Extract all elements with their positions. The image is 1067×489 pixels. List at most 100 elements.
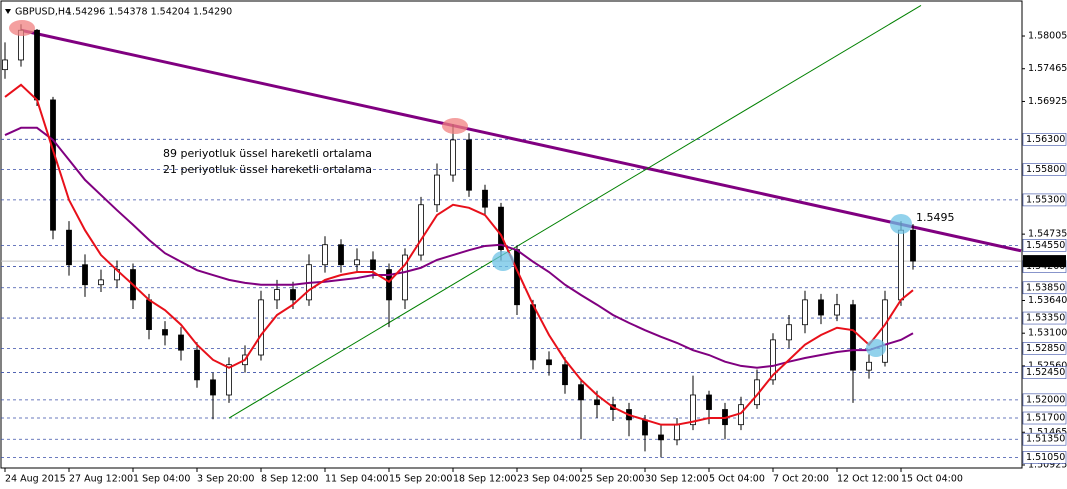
x-tick-label: 15 Oct 04:00 <box>901 474 963 485</box>
x-tick-label: 25 Sep 20:00 <box>581 474 644 485</box>
candle-body <box>418 204 424 256</box>
last-price-label: 1.54290 <box>1026 256 1065 267</box>
candle-body <box>258 299 264 356</box>
candle-body <box>674 424 680 441</box>
candle-body <box>210 379 216 396</box>
y-tick-label: 1.50925 <box>1028 459 1067 470</box>
y-tick-label: 1.56925 <box>1028 96 1067 107</box>
x-tick-label: 12 Oct 12:00 <box>837 474 899 485</box>
candle-body <box>818 299 824 316</box>
highlights <box>9 20 912 357</box>
candle-body <box>466 139 472 191</box>
y-tick-label: 1.53640 <box>1028 295 1067 306</box>
candle-body <box>34 29 40 101</box>
candle-body <box>98 279 104 286</box>
y-tick-label: 1.58005 <box>1028 31 1067 42</box>
x-tick-label: 15 Sep 20:00 <box>389 474 452 485</box>
level-label-box <box>1022 133 1067 146</box>
candle-body <box>370 259 376 270</box>
candle-body <box>882 299 888 363</box>
candle-body <box>354 259 360 266</box>
candle-body <box>910 229 916 262</box>
series-label: 21 periyotluk üssel hareketli ortalama <box>163 163 372 176</box>
x-tick-label: 3 Sep 20:00 <box>197 474 254 485</box>
x-tick-label: 30 Sep 12:00 <box>645 474 708 485</box>
x-tick-label: 5 Oct 04:00 <box>709 474 765 485</box>
level-label: 1.51050 <box>1026 452 1065 463</box>
trendline <box>228 4 922 419</box>
candle-body <box>338 244 344 266</box>
candle-body <box>450 139 456 176</box>
candle-body <box>690 394 696 426</box>
series-label: 89 periyotluk üssel hareketli ortalama <box>163 147 372 160</box>
trendline <box>20 28 1022 253</box>
candle-body <box>82 264 88 286</box>
ema-line <box>4 126 914 369</box>
level-label: 1.52450 <box>1026 367 1065 378</box>
candle-body <box>434 174 440 206</box>
candle-body <box>322 244 328 266</box>
level-label: 1.51350 <box>1026 434 1065 445</box>
level-label-box <box>1022 239 1067 252</box>
x-tick-label: 23 Sep 04:00 <box>517 474 580 485</box>
y-tick-label: 1.54735 <box>1028 229 1067 240</box>
y-tick-label: 1.57465 <box>1028 63 1067 74</box>
level-label-box <box>1022 342 1067 355</box>
level-label-box <box>1022 393 1067 407</box>
highlight <box>866 339 886 357</box>
menu-arrow[interactable] <box>5 9 11 14</box>
level-label: 1.52850 <box>1026 343 1065 354</box>
x-tick-label: 7 Oct 20:00 <box>773 474 829 485</box>
x-tick-label: 18 Sep 12:00 <box>453 474 516 485</box>
y-tick-label: 1.53100 <box>1028 328 1067 339</box>
highlight <box>890 214 912 234</box>
level-label: 1.54550 <box>1026 240 1065 251</box>
candle-body <box>290 289 296 301</box>
candle-body <box>578 384 584 401</box>
candle-body <box>898 229 904 301</box>
candle-body <box>386 269 392 301</box>
y-tick-label: 1.51465 <box>1028 427 1067 438</box>
candle-body <box>770 339 776 381</box>
candle-body <box>866 361 872 371</box>
y-tick-label: 1.52560 <box>1028 360 1067 371</box>
level-label: 1.51700 <box>1026 413 1065 424</box>
candle-body <box>562 364 568 386</box>
annotation: 1.5495 <box>916 211 955 224</box>
level-label: 1.55300 <box>1026 194 1065 205</box>
x-tick-label: 1 Sep 04:00 <box>133 474 190 485</box>
candle-body <box>50 99 56 231</box>
candle-body <box>802 299 808 326</box>
last-price-box <box>1023 255 1066 268</box>
candle-body <box>834 304 840 316</box>
x-tick-label: 24 Aug 2015 <box>5 474 66 485</box>
candle-body <box>658 434 664 441</box>
level-label-box <box>1022 193 1067 207</box>
candle-body <box>2 59 8 71</box>
axes: 1.58005 1.57465 1.56925 1.54735 1.53640 1.531… <box>4 31 1067 485</box>
highlight <box>9 20 35 36</box>
candle-body <box>850 304 856 371</box>
level-label: 1.53350 <box>1026 313 1065 324</box>
level-label: 1.52000 <box>1026 394 1065 405</box>
candle-body <box>514 249 520 306</box>
candle-body <box>786 324 792 341</box>
candle-body <box>706 394 712 410</box>
level-label-box <box>1022 281 1067 295</box>
chart-title: GBPUSD,H4 <box>15 7 71 18</box>
level-label-box <box>1022 432 1067 446</box>
candle-body <box>178 334 184 351</box>
level-label-box <box>1022 163 1067 176</box>
level-label-box <box>1022 411 1067 425</box>
candle-body <box>498 206 504 250</box>
level-label: 1.55800 <box>1026 164 1065 175</box>
plot-area <box>1 4 1022 458</box>
level-label: 1.56300 <box>1026 134 1065 145</box>
plot-frame <box>0 0 1023 469</box>
level-label: 1.53850 <box>1026 282 1065 293</box>
candle-body <box>530 304 536 361</box>
candle-body <box>274 289 280 301</box>
candle-body <box>402 254 408 301</box>
candle-body <box>146 299 152 330</box>
